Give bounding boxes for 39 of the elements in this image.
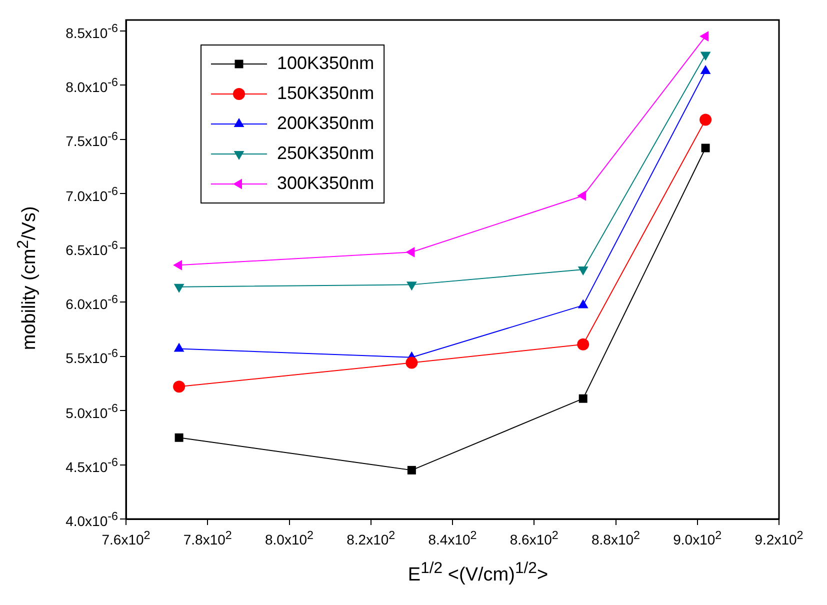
point bbox=[701, 144, 710, 152]
x-tick-label: 8.8x10$^{2}$ bbox=[591, 528, 640, 549]
point bbox=[173, 380, 186, 393]
legend-label: 250K350nm bbox=[277, 142, 374, 163]
point bbox=[578, 299, 588, 308]
x-tick-label: 7.8x10$^{2}$ bbox=[183, 528, 232, 549]
legend-label: 100K350nm bbox=[277, 52, 374, 73]
y-tick-label: 5.5x10$^{-6}$ bbox=[66, 346, 118, 368]
x-tick-label: 8.0x10$^{2}$ bbox=[264, 528, 314, 549]
point bbox=[700, 114, 712, 126]
point bbox=[174, 433, 184, 442]
point bbox=[174, 342, 184, 352]
point bbox=[577, 338, 590, 350]
y-tick-label: 7.0x10$^{-6}$ bbox=[66, 184, 118, 204]
point bbox=[406, 246, 415, 258]
y-tick-label: 4.0x10$^{-6}$ bbox=[66, 509, 118, 530]
point bbox=[173, 260, 182, 270]
y-tick-label: 5.0x10$^{-6}$ bbox=[66, 400, 118, 422]
x-tick-label: 9.0x10$^{2}$ bbox=[673, 528, 722, 549]
point bbox=[700, 31, 709, 42]
x-tick-label: 8.6x10$^{2}$ bbox=[510, 528, 558, 549]
x-tick-label: 8.4x10$^{2}$ bbox=[428, 528, 477, 549]
y-tick-label: 8.0x10$^{-6}$ bbox=[66, 75, 118, 96]
legend-label: 300K350nm bbox=[277, 172, 374, 193]
point bbox=[407, 466, 416, 474]
legend-label: 150K350nm bbox=[277, 82, 374, 103]
legend-label: 200K350nm bbox=[277, 112, 374, 133]
y-tick-label: 6.5x10$^{-6}$ bbox=[66, 238, 118, 259]
y-tick-label: 6.0x10$^{-6}$ bbox=[66, 292, 118, 313]
point bbox=[406, 356, 418, 369]
x-axis-title: E$^{1/2}$ <(V/cm)$^{1/2}$> bbox=[406, 560, 550, 586]
x-tick-label: 8.2x10$^{2}$ bbox=[346, 528, 396, 549]
x-tick-label: 7.6x10$^{2}$ bbox=[102, 528, 150, 549]
y-tick-label: 7.5x10$^{-6}$ bbox=[66, 129, 118, 150]
point bbox=[578, 394, 588, 403]
y-tick-label: 8.5x10$^{-6}$ bbox=[66, 21, 118, 42]
point bbox=[577, 190, 586, 201]
y-tick-label: 4.5x10$^{-6}$ bbox=[66, 454, 118, 476]
x-tick-label: 9.2x10$^{2}$ bbox=[754, 528, 804, 549]
